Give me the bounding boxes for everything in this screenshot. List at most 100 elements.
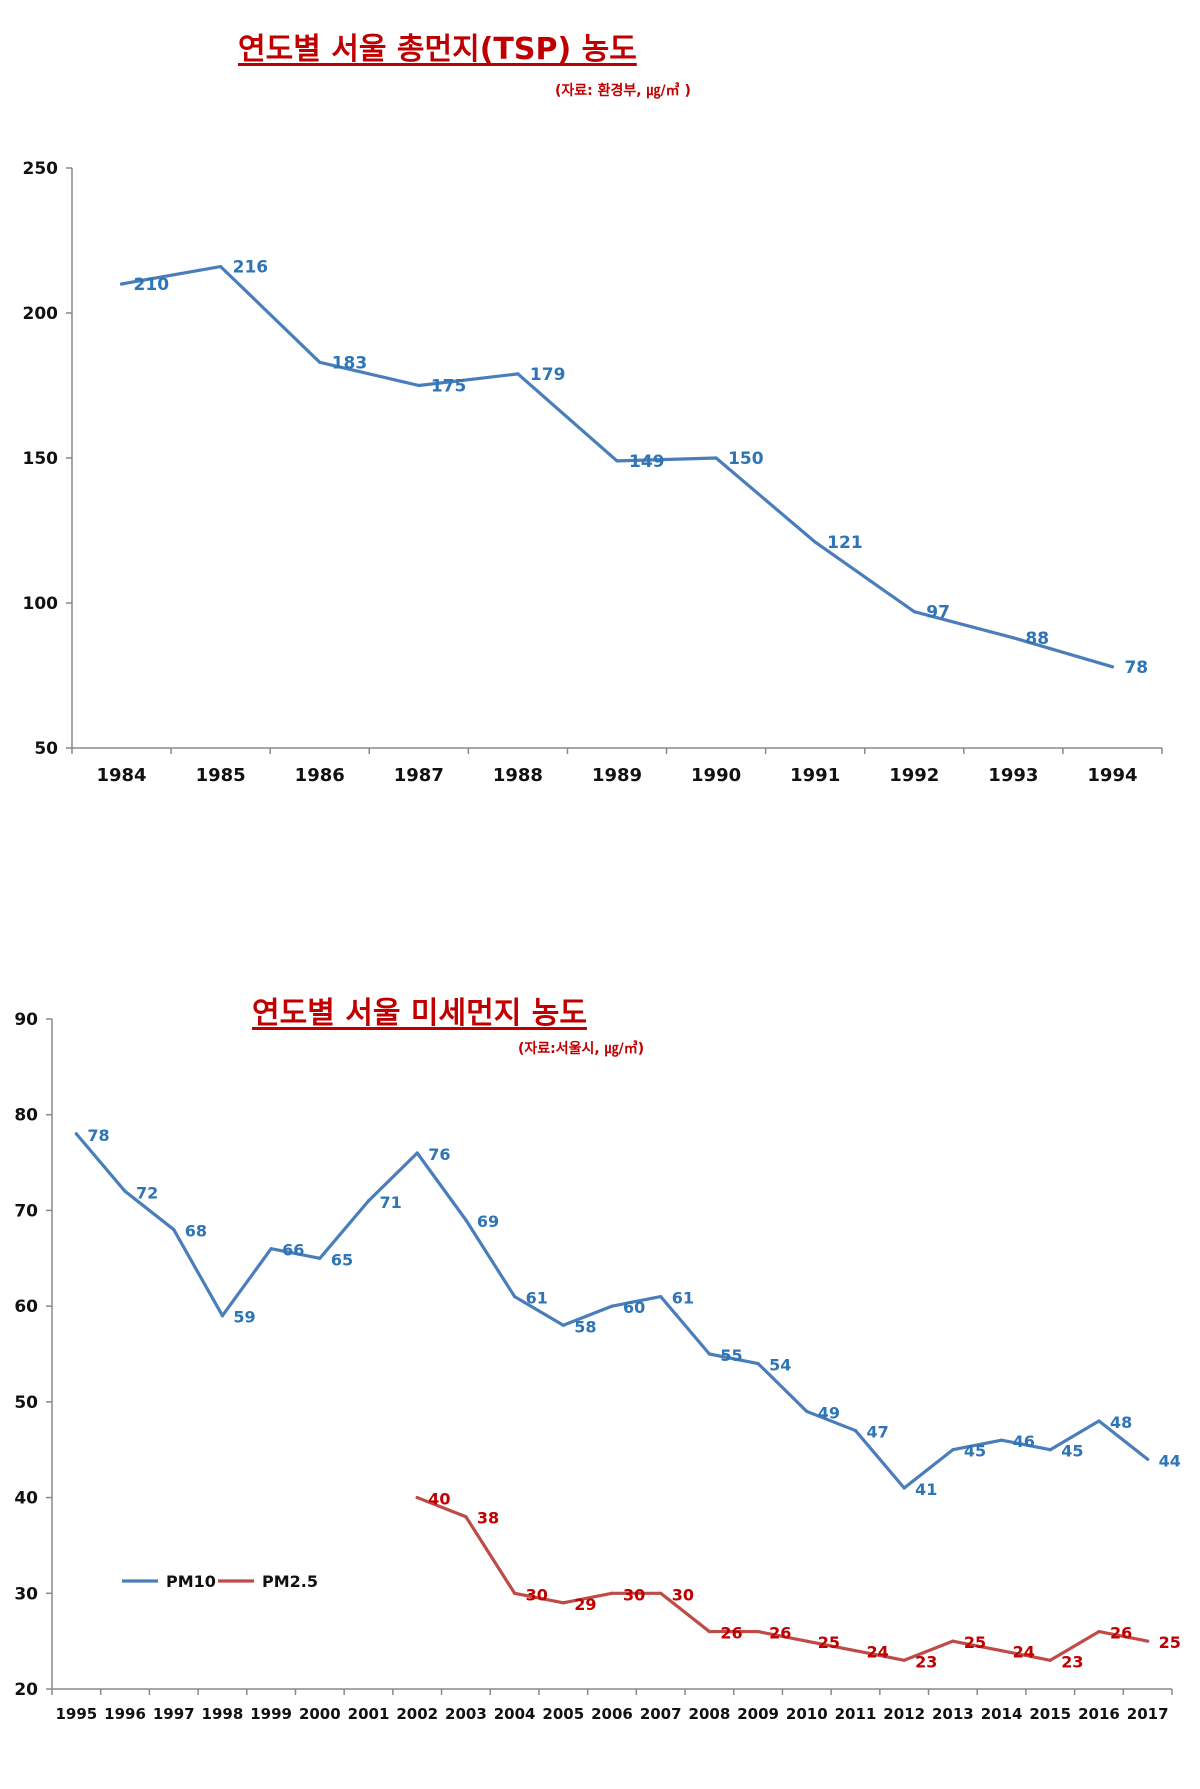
chart-title: 연도별 서울 미세먼지 농도 bbox=[252, 996, 587, 1031]
pm10-data-label: 60 bbox=[623, 1298, 645, 1317]
pm10-data-label: 47 bbox=[866, 1423, 888, 1442]
pm10-point bbox=[805, 1409, 809, 1414]
x-tick-label: 1998 bbox=[202, 1705, 244, 1723]
series-data-label: 183 bbox=[332, 353, 368, 373]
pm2-5-data-label: 30 bbox=[672, 1585, 694, 1604]
pm10-point bbox=[659, 1294, 663, 1299]
pm10-data-label: 61 bbox=[672, 1289, 694, 1308]
series-data-label: 150 bbox=[728, 449, 764, 469]
pm2-5-point bbox=[853, 1649, 858, 1653]
pm10-data-label: 54 bbox=[769, 1356, 791, 1375]
x-tick-label: 2012 bbox=[883, 1705, 925, 1723]
pm2-5-data-label: 24 bbox=[1013, 1643, 1035, 1662]
pm10-point bbox=[1048, 1448, 1052, 1452]
pm10-point bbox=[123, 1189, 127, 1193]
pm10-data-label: 59 bbox=[233, 1308, 255, 1327]
x-tick-label: 1985 bbox=[196, 765, 246, 786]
pm10-data-label: 58 bbox=[574, 1317, 596, 1336]
y-tick-label: 50 bbox=[34, 739, 58, 759]
pm10-data-label: 45 bbox=[1061, 1442, 1083, 1461]
x-tick-label: 2010 bbox=[786, 1705, 828, 1723]
y-tick-label: 30 bbox=[14, 1584, 38, 1604]
pm2-5-data-label: 40 bbox=[428, 1490, 450, 1509]
pm10-data-label: 55 bbox=[720, 1346, 742, 1365]
pm2-5-data-label: 25 bbox=[818, 1633, 840, 1652]
pm10-point bbox=[756, 1361, 760, 1366]
pm10-data-label: 46 bbox=[1013, 1432, 1035, 1451]
y-tick-label: 40 bbox=[14, 1489, 38, 1509]
pm10-data-label: 66 bbox=[282, 1241, 304, 1260]
series-data-label: 78 bbox=[1124, 658, 1148, 678]
x-tick-label: 1993 bbox=[988, 765, 1038, 786]
pm10-data-label: 72 bbox=[136, 1183, 158, 1202]
pm10-data-label: 71 bbox=[380, 1193, 402, 1212]
pm2-5-data-label: 30 bbox=[623, 1585, 645, 1604]
pm2-5-point bbox=[805, 1639, 809, 1643]
pm10-data-label: 49 bbox=[818, 1403, 840, 1422]
series-data-label: 179 bbox=[530, 365, 566, 385]
series-data-label: 121 bbox=[827, 533, 863, 553]
pm10-point bbox=[464, 1218, 468, 1222]
tsp-chart: 연도별 서울 총먼지(TSP) 농도 (자료: 환경부, ㎍/㎥ ) 50 100… bbox=[0, 0, 1200, 880]
pm2-5-point bbox=[707, 1629, 711, 1634]
pm10-data-label: 45 bbox=[964, 1442, 986, 1461]
series-point bbox=[119, 282, 124, 286]
pm2-5-legend-label: PM2.5 bbox=[262, 1572, 318, 1591]
series-data-label: 97 bbox=[926, 603, 950, 623]
pm2-5-point bbox=[756, 1629, 760, 1634]
x-tick-label: 1995 bbox=[55, 1705, 97, 1723]
x-tick-label: 2006 bbox=[591, 1705, 633, 1723]
x-tick-label: 1987 bbox=[394, 765, 444, 786]
x-tick-label: 1989 bbox=[592, 765, 642, 786]
pm2-5-point bbox=[999, 1649, 1004, 1653]
x-tick-label: 2016 bbox=[1078, 1705, 1120, 1723]
pm2-5-point bbox=[1048, 1658, 1052, 1662]
pm10-point bbox=[513, 1294, 517, 1299]
pm10-data-label: 48 bbox=[1110, 1413, 1132, 1432]
pm10-point bbox=[951, 1448, 955, 1452]
y-tick-label: 200 bbox=[23, 304, 59, 324]
x-tick-label: 2000 bbox=[299, 1705, 341, 1723]
pm10-point bbox=[902, 1486, 906, 1490]
y-tick-label: 80 bbox=[14, 1106, 38, 1126]
pm10-data-label: 65 bbox=[331, 1250, 353, 1269]
pm10-data-label: 41 bbox=[915, 1480, 937, 1499]
x-tick-label: 2004 bbox=[494, 1705, 536, 1723]
series-point bbox=[912, 610, 916, 614]
x-tick-label: 1999 bbox=[250, 1705, 292, 1723]
x-tick-label: 2003 bbox=[445, 1705, 487, 1723]
x-tick-label: 1990 bbox=[691, 765, 741, 786]
series-point bbox=[813, 540, 817, 544]
y-tick-label: 60 bbox=[14, 1297, 38, 1317]
chart-title: 연도별 서울 총먼지(TSP) 농도 bbox=[238, 32, 637, 67]
x-tick-label: 2008 bbox=[689, 1705, 731, 1723]
pm10-point bbox=[220, 1314, 225, 1318]
chart-subtitle: (자료:서울시, ㎍/㎥) bbox=[518, 1041, 645, 1057]
pm2-5-data-label: 23 bbox=[915, 1652, 937, 1671]
pm10-data-label: 44 bbox=[1159, 1451, 1181, 1470]
x-tick-label: 2002 bbox=[396, 1705, 438, 1723]
x-tick-label: 2007 bbox=[640, 1705, 682, 1723]
pm2-5-point bbox=[561, 1601, 565, 1605]
pm10-legend-label: PM10 bbox=[166, 1572, 216, 1591]
pm2-5-data-label: 29 bbox=[574, 1595, 596, 1614]
pm2-5-data-label: 26 bbox=[720, 1624, 742, 1643]
y-tick-label: 150 bbox=[23, 449, 59, 469]
y-tick-label: 250 bbox=[23, 159, 59, 179]
pm10-point bbox=[172, 1227, 176, 1232]
pm10-point bbox=[1097, 1419, 1101, 1423]
series-point bbox=[615, 459, 619, 463]
pm2-5-data-label: 30 bbox=[526, 1585, 548, 1604]
pm2-5-line bbox=[415, 1495, 1150, 1662]
tsp-chart-plot: 50 100 150 200 250 1984 1985 1986 1987 1988 1989 19… bbox=[23, 159, 1163, 786]
pm2-5-point bbox=[951, 1639, 955, 1643]
x-tick-label: 2014 bbox=[981, 1705, 1023, 1723]
pm10-data-label: 61 bbox=[526, 1289, 548, 1308]
pm2-5-point bbox=[415, 1495, 419, 1500]
x-tick-label: 1984 bbox=[96, 765, 146, 786]
pm2-5-point bbox=[513, 1591, 517, 1595]
chart-subtitle: (자료: 환경부, ㎍/㎥ ) bbox=[555, 83, 691, 99]
pm10-point bbox=[999, 1438, 1004, 1442]
series-point bbox=[1011, 636, 1015, 640]
pm2-5-point bbox=[1146, 1639, 1150, 1643]
